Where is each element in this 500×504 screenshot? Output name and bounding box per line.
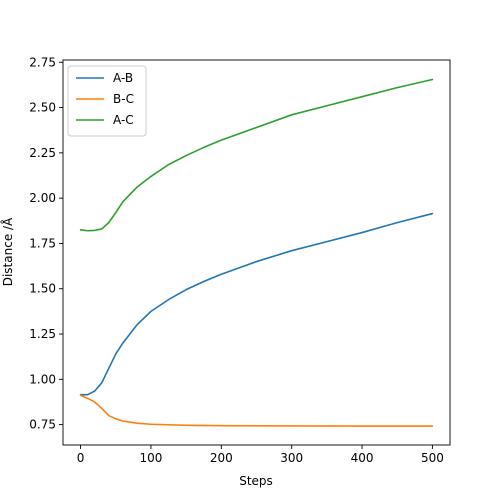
y-axis-label: Distance /Å bbox=[0, 217, 15, 286]
series-line-a-b bbox=[79, 212, 434, 396]
series-line-a-c bbox=[79, 78, 434, 232]
legend-box bbox=[67, 65, 147, 137]
x-tick-label: 200 bbox=[210, 451, 233, 465]
x-tick-label: 0 bbox=[77, 451, 85, 465]
y-tick-label: 1.75 bbox=[29, 236, 56, 250]
series-layer bbox=[79, 78, 434, 427]
legend-label-a-b: A-B bbox=[113, 71, 133, 85]
legend-label-b-c: B-C bbox=[113, 92, 134, 106]
y-tick-label: 2.25 bbox=[29, 146, 56, 160]
legend: A-B B-C A-C bbox=[67, 65, 147, 137]
x-axis: 0 100 200 300 400 500 bbox=[77, 445, 444, 465]
legend-label-a-c: A-C bbox=[113, 113, 134, 127]
series-line-b-c bbox=[79, 394, 434, 427]
y-tick-label: 2.00 bbox=[29, 191, 56, 205]
x-tick-label: 500 bbox=[421, 451, 444, 465]
y-tick-label: 0.75 bbox=[29, 418, 56, 432]
y-tick-label: 2.75 bbox=[29, 55, 56, 69]
y-tick-label: 1.00 bbox=[29, 372, 56, 386]
y-tick-label: 1.25 bbox=[29, 327, 56, 341]
axes-border bbox=[62, 59, 451, 446]
x-axis-label: Steps bbox=[239, 474, 273, 488]
x-tick-label: 400 bbox=[351, 451, 374, 465]
y-tick-label: 1.50 bbox=[29, 282, 56, 296]
x-tick-label: 300 bbox=[280, 451, 303, 465]
axes-frame bbox=[62, 59, 451, 446]
y-tick-label: 2.50 bbox=[29, 101, 56, 115]
x-tick-label: 100 bbox=[140, 451, 163, 465]
y-axis: 0.75 1.00 1.25 1.50 1.75 2.00 2.25 2.50 2.75 bbox=[29, 55, 63, 432]
